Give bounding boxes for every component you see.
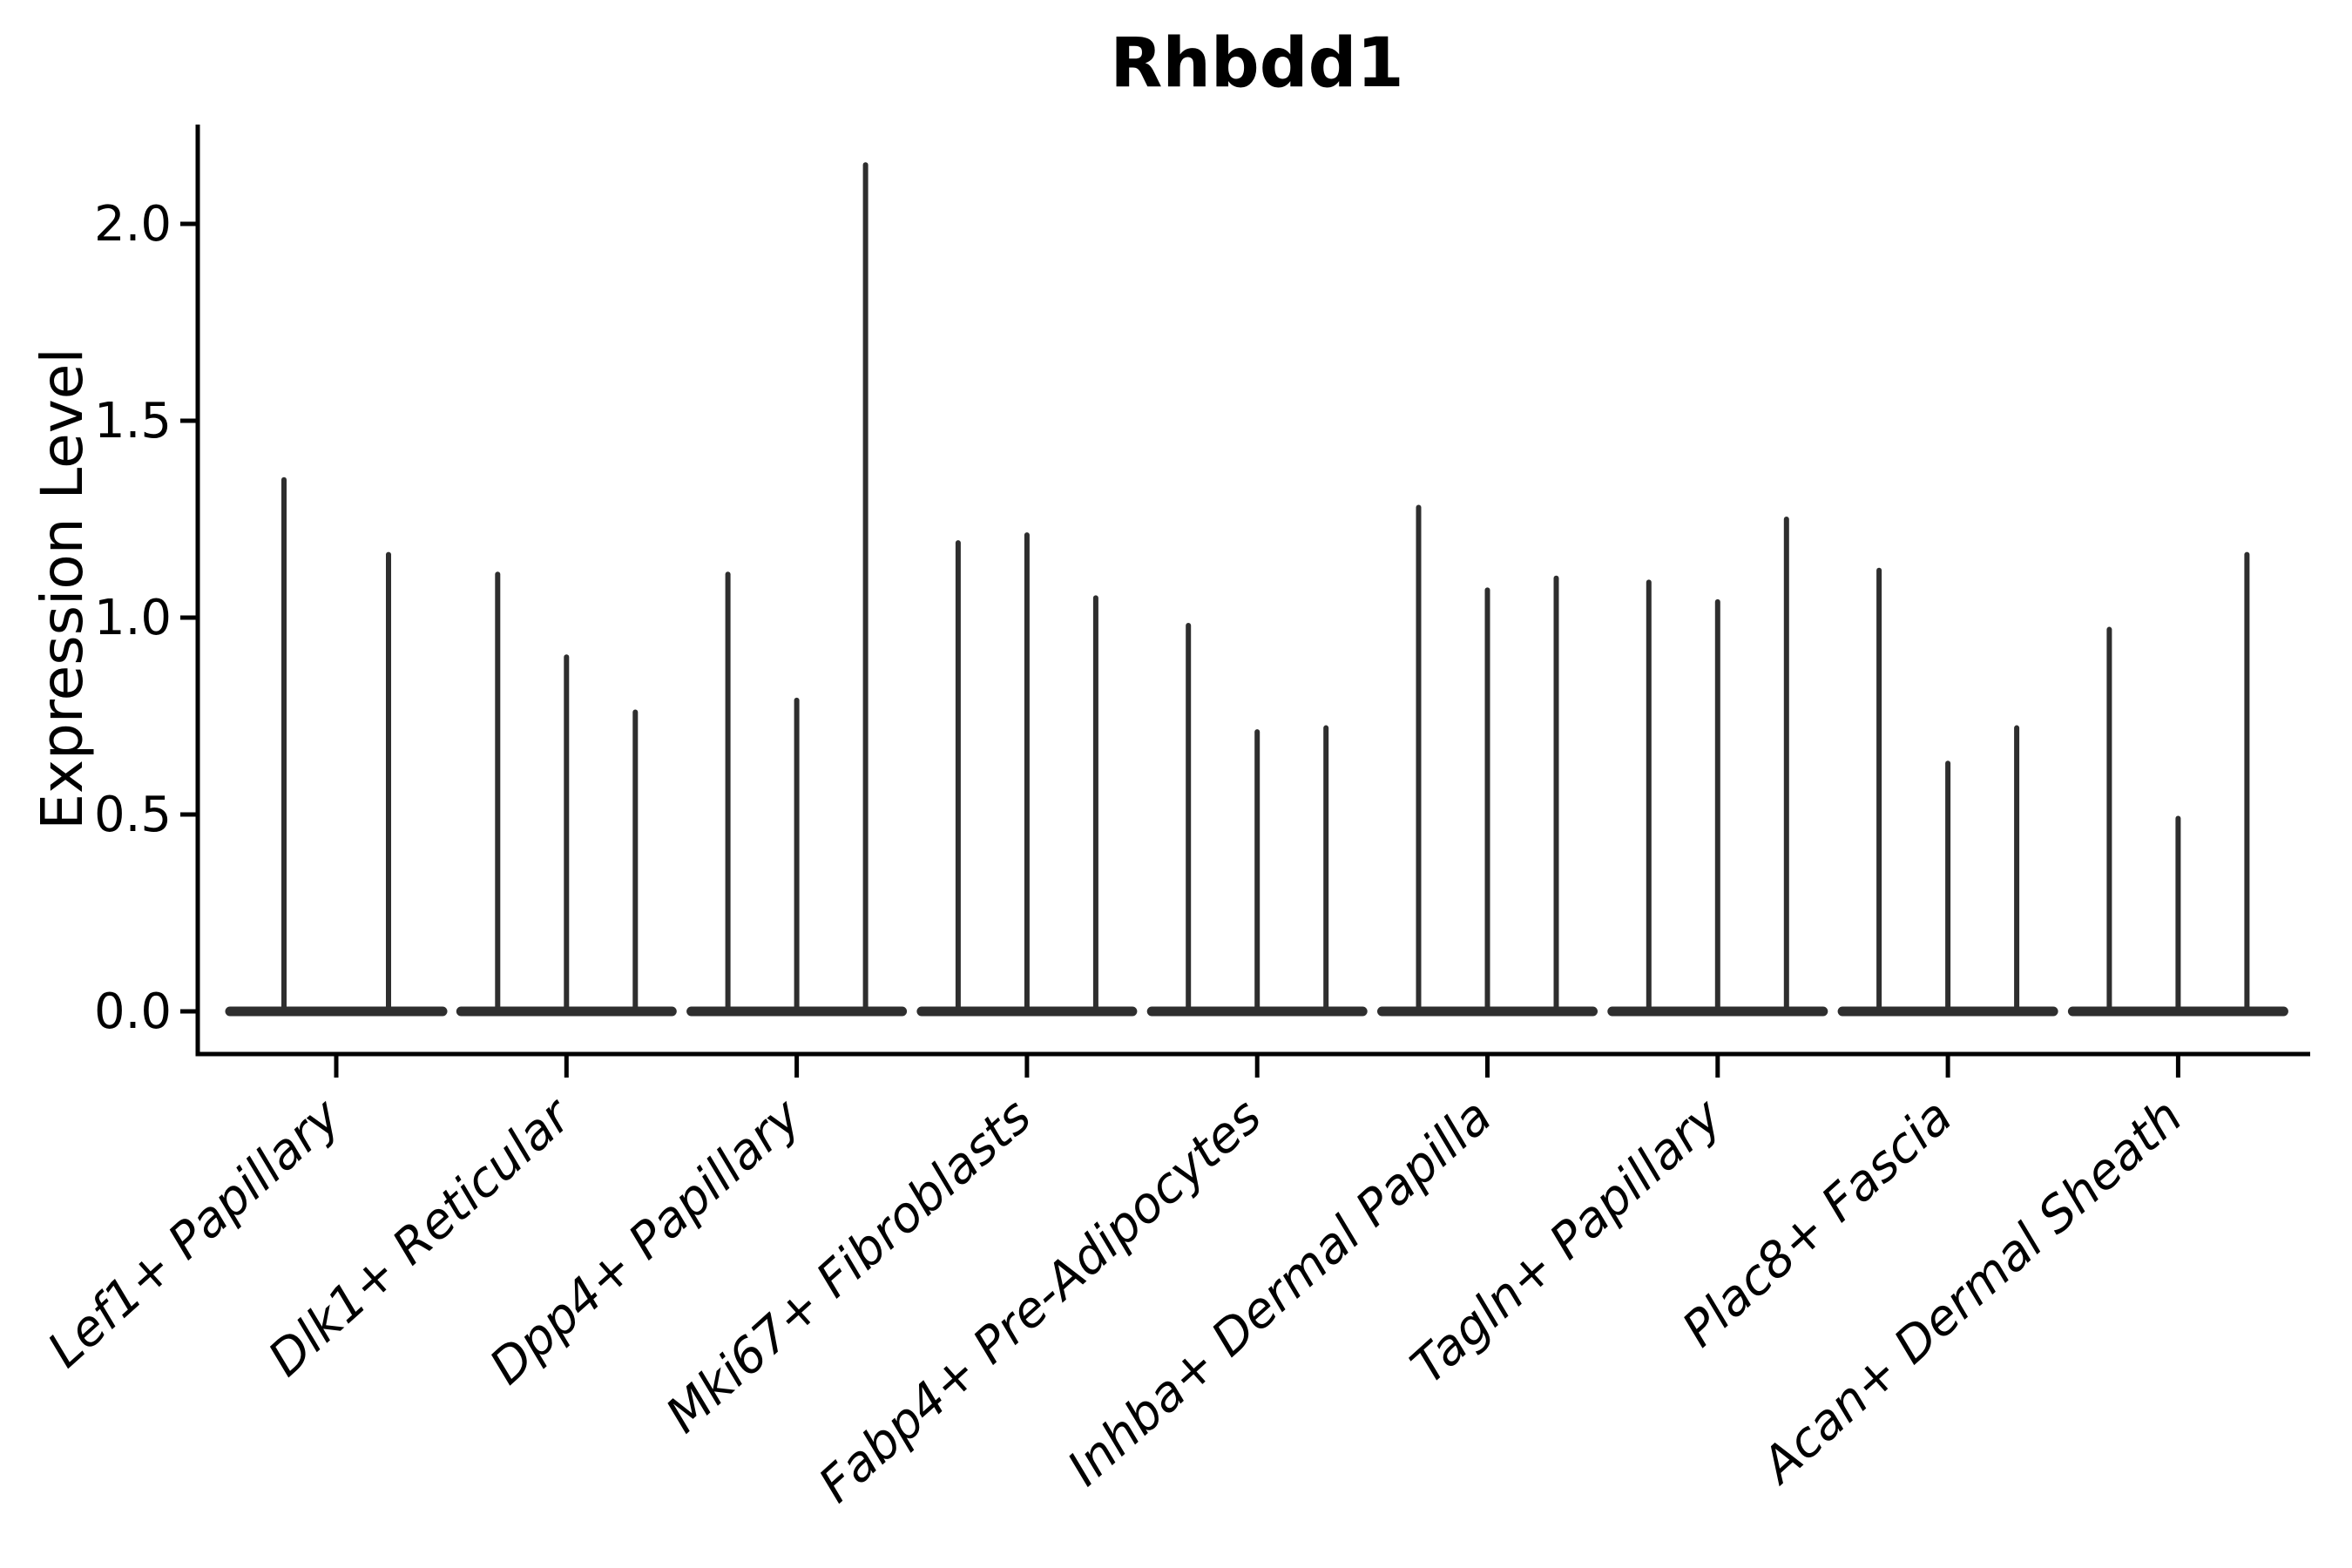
y-tick-label: 1.5 xyxy=(94,393,172,449)
violin-group xyxy=(456,571,677,1017)
y-tick-label: 2.0 xyxy=(94,196,172,253)
violin-group xyxy=(1837,567,2058,1017)
chart-title: Rhbdd1 xyxy=(1110,24,1404,103)
violin-group xyxy=(916,532,1138,1017)
x-tick-label: Acan+ Dermal Sheath xyxy=(1750,1088,2193,1496)
x-tick-label: Inhba+ Dermal Papilla xyxy=(1058,1088,1503,1497)
y-tick-label: 1.0 xyxy=(94,590,172,646)
y-tick-label: 0.5 xyxy=(94,787,172,843)
violin-group xyxy=(686,162,908,1017)
violin-group xyxy=(1146,623,1368,1017)
y-axis-label: Expression Level xyxy=(29,348,96,830)
violin-group xyxy=(225,476,448,1017)
violin-group xyxy=(2067,551,2288,1017)
y-tick-label: 0.0 xyxy=(94,983,172,1040)
violin-group xyxy=(1607,517,1828,1017)
x-tick-label: Fabp4+ Pre-Adipocytes xyxy=(808,1088,1273,1514)
violin-group xyxy=(1377,504,1598,1017)
